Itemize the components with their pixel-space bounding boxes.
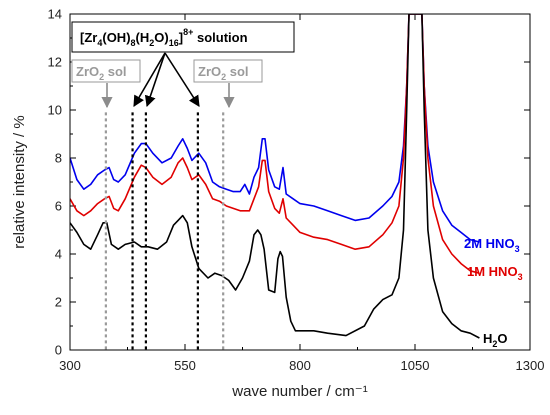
solution-arrow-3 — [164, 52, 200, 107]
solution-label: [Zr4(OH)8(H2O)16]8+ solution — [80, 27, 248, 48]
zro2-sol-box-left — [71, 59, 141, 83]
x-tick-label: 1050 — [401, 358, 430, 373]
series-label-1m-hno3: 1M HNO3 — [467, 264, 523, 282]
zro2-sol-label-right: ZrO2 sol — [198, 64, 249, 82]
y-tick-label: 6 — [55, 199, 62, 214]
x-tick-label: 300 — [59, 358, 81, 373]
y-tick-label: 4 — [55, 247, 62, 262]
y-tick-label: 8 — [55, 151, 62, 166]
x-tick-labels: 300 550 800 1050 1300 — [59, 358, 544, 373]
solution-arrow-1 — [133, 52, 166, 107]
solution-annotation: [Zr4(OH)8(H2O)16]8+ solution — [71, 21, 295, 108]
series-label-h2o: H2O — [483, 331, 508, 349]
y-tick-label: 0 — [55, 343, 62, 358]
y-tick-label: 10 — [48, 103, 62, 118]
series-label-2m-hno3: 2M HNO3 — [464, 236, 520, 254]
zro2-sol-box-right — [193, 59, 263, 83]
reference-lines — [104, 112, 225, 350]
zro2-sol-annotation-right: ZrO2 sol — [193, 59, 263, 109]
solution-box — [71, 21, 295, 53]
x-tick-label: 800 — [289, 358, 311, 373]
series-line-1 — [70, 14, 480, 274]
x-tick-label: 1300 — [516, 358, 545, 373]
y-tick-labels: 0 2 4 6 8 10 12 14 — [48, 7, 62, 358]
plot-frame — [69, 13, 531, 351]
y-tick-label: 2 — [55, 295, 62, 310]
zro2-sol-annotation-left: ZrO2 sol — [71, 59, 141, 109]
x-tick-label: 550 — [174, 358, 196, 373]
x-axis-title: wave number / cm⁻¹ — [231, 383, 367, 400]
y-axis-title: relative intensity / % — [11, 115, 28, 248]
zro2-sol-label-left: ZrO2 sol — [76, 64, 127, 82]
solution-arrow-2 — [144, 52, 166, 108]
y-tick-label: 12 — [48, 55, 62, 70]
series-line-2 — [70, 14, 480, 339]
y-tick-label: 14 — [48, 7, 62, 22]
